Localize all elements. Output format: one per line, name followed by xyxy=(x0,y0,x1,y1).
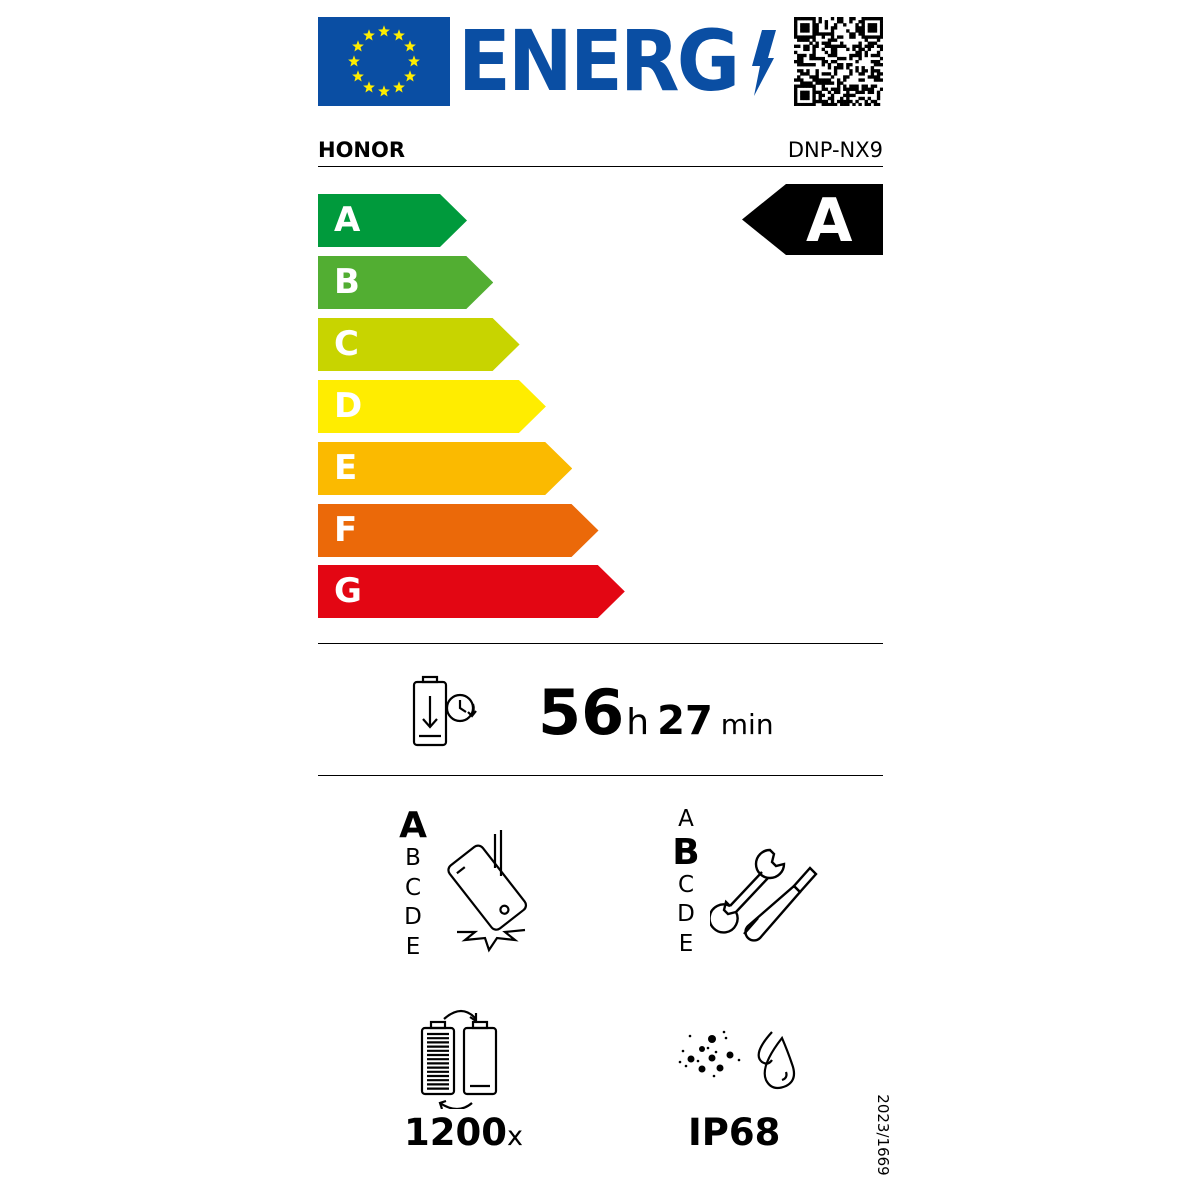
energy-class-bar-d: D xyxy=(318,379,546,433)
divider xyxy=(318,643,883,644)
star-icon xyxy=(348,55,360,67)
scale-letter: E xyxy=(405,933,421,960)
minutes-value: 27 xyxy=(657,698,713,744)
divider xyxy=(318,166,883,167)
star-icon xyxy=(363,81,375,93)
cycles-unit: x xyxy=(506,1121,523,1152)
energy-class-label: E xyxy=(334,447,358,488)
star-icon xyxy=(352,70,364,82)
scale-letter: C xyxy=(677,871,695,898)
star-icon xyxy=(352,40,364,52)
energy-class-bar-a: A xyxy=(318,194,467,247)
drop-resistance-icon xyxy=(447,830,528,953)
star-icon xyxy=(393,29,405,41)
scale-letter: C xyxy=(404,874,422,901)
divider xyxy=(318,775,883,776)
energy-class-label: G xyxy=(334,571,362,612)
star-icon xyxy=(378,25,390,37)
scale-letter: A xyxy=(399,805,427,846)
scale-letter: A xyxy=(678,806,694,832)
regulation-number: 2023/1669 xyxy=(874,1094,892,1176)
energy-class-label: F xyxy=(334,509,358,550)
minutes-unit: min xyxy=(720,708,774,741)
star-icon xyxy=(408,55,420,67)
energy-class-bar-f: F xyxy=(318,503,599,557)
star-icon xyxy=(404,40,416,52)
rated-class-label: A xyxy=(806,186,853,256)
battery-endurance-value: 56h 27 min xyxy=(538,676,774,749)
energy-class-bar-e: E xyxy=(318,441,573,495)
scale-letter: B xyxy=(672,831,700,873)
qr-code[interactable] xyxy=(794,17,883,106)
battery-cycles-value: 1200x xyxy=(404,1111,523,1154)
battery-cycles-icon xyxy=(420,1009,498,1109)
star-icon xyxy=(404,70,416,82)
scale-letter: B xyxy=(405,845,421,871)
star-icon xyxy=(363,29,375,41)
hours-value: 56 xyxy=(538,676,625,749)
repair-tools-icon xyxy=(710,848,818,942)
hours-unit: h xyxy=(626,702,650,743)
ingress-protection-value: IP68 xyxy=(688,1111,781,1154)
cycles-number: 1200 xyxy=(404,1111,507,1154)
rated-class-arrow xyxy=(742,184,883,255)
energy-class-label: B xyxy=(334,261,360,302)
scale-letter: D xyxy=(677,901,695,927)
scale-letter: D xyxy=(404,904,422,930)
energy-logo-text: ENERG xyxy=(458,12,740,110)
eu-flag-logo xyxy=(318,17,450,106)
dust-water-icon xyxy=(678,1030,796,1090)
energy-class-bar-c: C xyxy=(318,317,520,371)
star-icon xyxy=(378,85,390,97)
energy-class-label: A xyxy=(334,200,361,240)
energy-class-bar-g: G xyxy=(318,565,625,619)
energy-class-bar-b: B xyxy=(318,255,494,309)
model-identifier: DNP-NX9 xyxy=(787,138,883,162)
scale-letter: E xyxy=(678,930,694,957)
supplier-name: HONOR xyxy=(318,138,406,162)
lightning-icon xyxy=(752,30,776,96)
star-icon xyxy=(393,81,405,93)
energy-class-label: C xyxy=(334,323,359,364)
battery-endurance-icon xyxy=(412,675,477,747)
energy-class-label: D xyxy=(334,385,363,426)
